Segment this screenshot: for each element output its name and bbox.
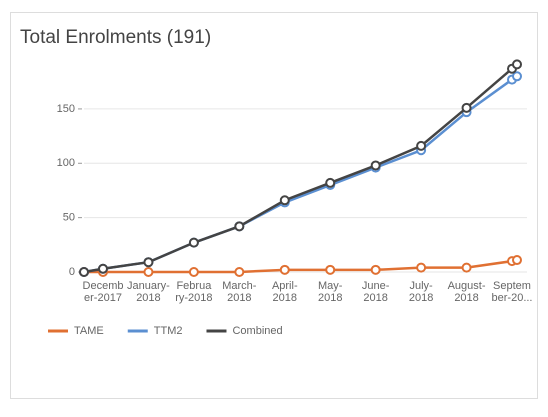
point <box>512 59 522 70</box>
x-tick-label: ry-2018 <box>175 292 212 304</box>
point <box>370 160 381 171</box>
y-tick-label: 100 <box>57 157 75 169</box>
point <box>512 71 522 82</box>
x-tick-label: 2018 <box>136 292 160 304</box>
point <box>512 255 522 266</box>
point <box>370 264 381 275</box>
point <box>325 264 336 275</box>
x-tick-label: March- <box>222 280 257 292</box>
point <box>416 140 427 151</box>
x-tick-label: April- <box>272 280 298 292</box>
point <box>234 221 245 232</box>
point <box>188 267 199 277</box>
x-tick-label: 2018 <box>409 292 433 304</box>
point <box>279 264 290 275</box>
legend-label: TAME <box>74 325 104 337</box>
point <box>188 237 199 248</box>
x-tick-label: 2018 <box>454 292 478 304</box>
y-tick-label: 150 <box>57 103 75 115</box>
x-tick-label: July- <box>409 280 433 292</box>
x-tick-label: August- <box>448 280 486 292</box>
x-tick-label: 2018 <box>227 292 251 304</box>
point <box>143 257 154 268</box>
series-line <box>83 63 518 274</box>
y-tick-label: 0 <box>69 266 75 278</box>
x-tick-label: June- <box>362 280 390 292</box>
legend-label: TTM2 <box>154 325 183 337</box>
x-tick-label: er-2017 <box>84 292 122 304</box>
point <box>416 262 427 273</box>
point <box>325 177 336 188</box>
point <box>461 102 472 113</box>
chart-title: Total Enrolments (191) <box>20 27 211 48</box>
y-tick-label: 50 <box>63 212 75 224</box>
x-tick-label: Decemb <box>83 280 124 292</box>
x-tick-label: 2018 <box>363 292 387 304</box>
legend-label: Combined <box>232 325 282 337</box>
x-tick-label: January- <box>127 280 170 292</box>
series-line <box>84 258 518 274</box>
x-tick-label: Septem <box>493 280 531 292</box>
point <box>143 267 154 277</box>
x-tick-label: ber-20... <box>492 292 533 304</box>
point <box>279 195 290 206</box>
x-tick-label: May- <box>318 280 343 292</box>
x-tick-label: Februa <box>176 280 212 292</box>
x-tick-label: 2018 <box>318 292 342 304</box>
point <box>79 267 89 277</box>
point <box>461 262 472 273</box>
x-tick-label: 2018 <box>273 292 297 304</box>
point <box>234 267 245 277</box>
point <box>98 263 108 274</box>
